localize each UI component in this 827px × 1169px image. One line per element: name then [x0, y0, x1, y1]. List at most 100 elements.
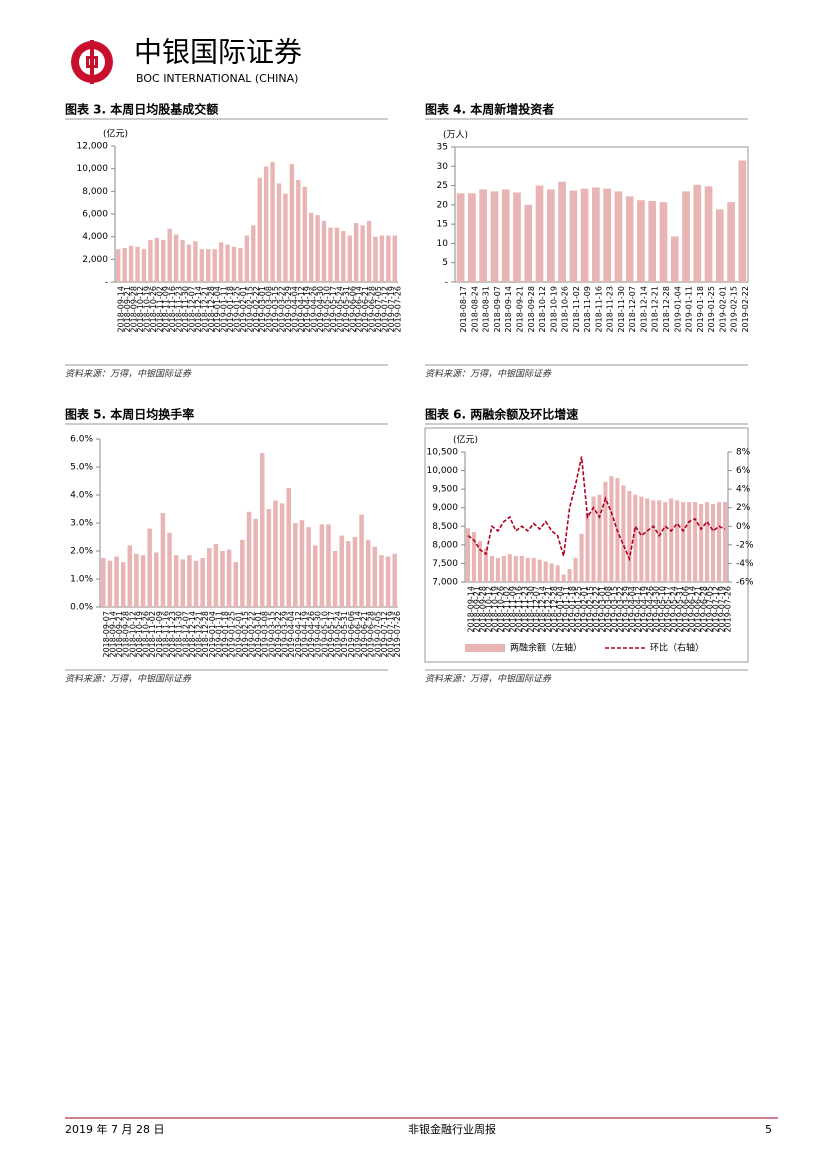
y-tick-label: - — [445, 278, 448, 288]
x-tick-label: 2018-12-28 — [207, 286, 216, 333]
y-unit: (万人) — [443, 130, 468, 141]
bar — [687, 502, 692, 582]
bar — [704, 186, 713, 282]
x-tick-label: 2019-01-11 — [214, 611, 223, 658]
x-tick-label: 2019-02-01 — [718, 286, 727, 333]
bar — [669, 498, 674, 582]
x-tick-label: 2018-11-02 — [148, 611, 157, 658]
x-tick-label: 2019-04-04 — [628, 586, 637, 633]
bar — [657, 500, 662, 582]
x-tick-label: 2018-10-12 — [128, 611, 137, 658]
bar — [627, 491, 632, 582]
x-tick-label: 2018-09-21 — [123, 286, 132, 333]
x-tick-label: 2019-01-18 — [568, 586, 577, 633]
y-tick-label: 10,000 — [77, 164, 109, 174]
y-tick-label: 30 — [437, 162, 449, 172]
y-tick-label: 7,000 — [432, 578, 458, 588]
x-tick-label: 2019-03-01 — [258, 286, 267, 333]
x-tick-label: 2018-10-19 — [490, 586, 499, 633]
bar — [135, 246, 140, 282]
y-tick-label: - — [105, 278, 108, 288]
bar — [477, 541, 482, 582]
bar — [717, 502, 722, 582]
bar — [354, 223, 359, 282]
x-tick-label: 2019-03-22 — [278, 286, 287, 333]
x-tick-label: 2018-10-19 — [135, 611, 144, 658]
x-tick-label: 2018-08-31 — [482, 286, 491, 333]
bar — [614, 191, 623, 282]
x-tick-label: 2019-06-06 — [682, 586, 691, 633]
bar — [507, 554, 512, 582]
x-tick-label: 2018-09-28 — [478, 586, 487, 633]
logo — [71, 40, 113, 84]
x-tick-label: 2019-05-24 — [670, 586, 679, 633]
x-tick-label: 2019-06-14 — [688, 586, 697, 633]
bar — [645, 498, 650, 582]
bar — [148, 240, 153, 282]
y-tick-label: 3.0% — [70, 519, 93, 529]
x-tick-label: 2019-06-28 — [367, 611, 376, 658]
x-tick-label: 2019-07-26 — [724, 586, 733, 633]
bar — [379, 235, 385, 282]
bar — [346, 541, 351, 607]
x-tick-label: 2019-04-30 — [316, 286, 325, 333]
x-tick-label: 2018-08-17 — [459, 286, 468, 333]
bar — [315, 215, 320, 282]
bar — [270, 161, 275, 282]
bar — [296, 180, 301, 282]
bar — [465, 528, 471, 582]
bar — [715, 209, 724, 282]
bar — [244, 235, 250, 282]
y-tick-label: 5.0% — [70, 463, 93, 473]
x-tick-label: 2019-07-26 — [393, 286, 402, 333]
bar — [603, 481, 608, 582]
bar — [609, 476, 614, 582]
x-tick-label: 2019-02-22 — [741, 286, 750, 333]
bar — [328, 227, 333, 282]
bar — [259, 453, 265, 607]
y2-tick-label: 4% — [736, 485, 751, 495]
bar — [266, 509, 272, 607]
bar — [392, 235, 397, 282]
x-tick-label: 2019-07-19 — [718, 586, 727, 633]
x-tick-label: 2019-05-31 — [340, 611, 349, 658]
bar — [592, 187, 600, 282]
chart-title: 图表 6. 两融余额及环比增速 — [425, 407, 578, 422]
x-tick-label: 2018-12-21 — [651, 286, 660, 333]
y-tick-label: 7,500 — [432, 559, 458, 569]
x-tick-label: 2019-06-21 — [360, 611, 369, 658]
x-tick-label: 2019-02-22 — [248, 611, 257, 658]
y2-tick-label: 8% — [736, 448, 751, 458]
bar — [682, 191, 690, 282]
bar — [246, 511, 252, 607]
x-tick-label: 2019-04-04 — [287, 611, 296, 658]
bar — [561, 574, 566, 582]
chart-title: 图表 3. 本周日均股基成交额 — [65, 102, 218, 117]
bar — [711, 504, 716, 582]
bar — [326, 524, 331, 607]
bar — [639, 496, 644, 582]
x-tick-label: 2019-07-19 — [387, 611, 396, 658]
bar — [558, 181, 566, 282]
bar — [212, 249, 217, 282]
bar — [147, 528, 152, 607]
footer-page: 5 — [765, 1123, 772, 1136]
x-tick-label: 2019-06-21 — [361, 286, 370, 333]
bar — [705, 502, 710, 582]
y-tick-label: 5 — [442, 258, 448, 268]
source: 资料来源：万得，中银国际证券 — [425, 369, 552, 380]
bar — [651, 500, 656, 582]
x-tick-label: 2018-12-14 — [188, 611, 197, 658]
x-tick-label: 2019-06-06 — [348, 286, 357, 333]
bar — [186, 244, 192, 282]
bar — [167, 228, 172, 282]
x-tick-label: 2019-07-05 — [374, 286, 383, 333]
x-tick-label: 2019-01-04 — [556, 586, 565, 633]
x-tick-label: 2019-03-22 — [274, 611, 283, 658]
bar — [302, 186, 307, 282]
bar — [187, 555, 192, 607]
x-tick-label: 2018-10-26 — [149, 286, 158, 333]
x-tick-label: 2019-06-14 — [353, 611, 362, 658]
x-tick-label: 2018-11-30 — [526, 586, 535, 633]
y-tick-label: 8,500 — [432, 522, 458, 532]
